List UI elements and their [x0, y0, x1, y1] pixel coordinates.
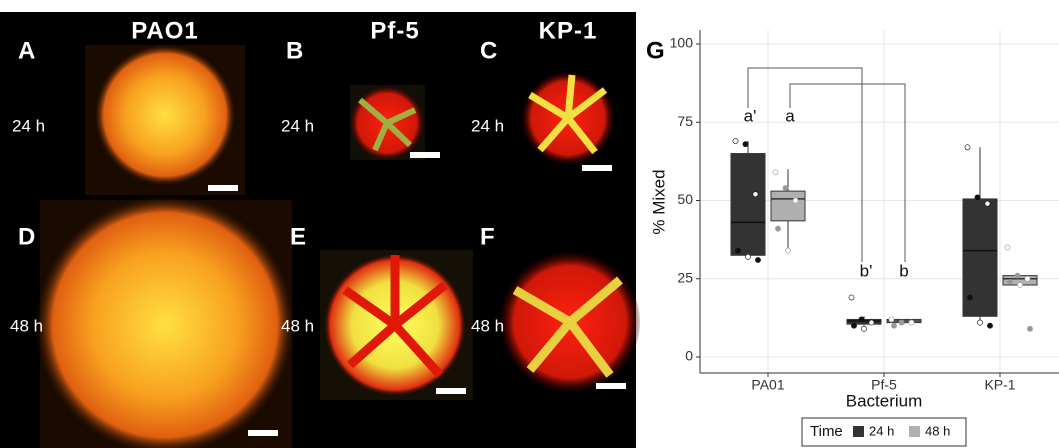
data-point	[987, 323, 992, 328]
legend-label: 48 h	[925, 423, 950, 438]
y-axis-title: % Mixed	[649, 169, 668, 234]
data-point	[1025, 276, 1030, 281]
legend-label: 24 h	[869, 423, 894, 438]
panel-letter: F	[480, 223, 495, 250]
data-point	[891, 323, 896, 328]
data-point	[975, 195, 980, 200]
row-label: 24 h	[471, 116, 504, 135]
data-point	[745, 254, 750, 259]
panel-letter: C	[480, 37, 497, 64]
column-header: KP-1	[539, 17, 598, 44]
data-point	[1015, 273, 1020, 278]
data-point	[735, 248, 740, 253]
x-tick-label: Pf-5	[871, 377, 897, 393]
panel-letter: A	[18, 37, 35, 64]
figure: PAO1 Pf-5 KP-1 A B C D E F 24 h 24 h 24 h 48 h 48 h 48…	[0, 0, 1059, 448]
data-point	[965, 145, 970, 150]
y-tick-label: 0	[685, 348, 693, 364]
annotation: b	[899, 261, 908, 280]
data-point	[889, 317, 894, 322]
data-point	[755, 257, 760, 262]
data-point	[753, 192, 758, 197]
page: {"panels": {"columns": ["PAO1", "Pf-5", …	[0, 0, 1059, 448]
legend-swatch	[853, 426, 864, 437]
colony-a	[93, 43, 237, 187]
data-point	[1027, 326, 1032, 331]
x-tick-label: KP-1	[984, 377, 1015, 393]
column-header: Pf-5	[370, 17, 419, 44]
y-tick-label: 100	[670, 35, 694, 51]
row-label: 48 h	[281, 316, 314, 335]
y-tick-label: 25	[677, 269, 693, 285]
panel-letter: G	[646, 37, 665, 64]
data-point	[851, 323, 856, 328]
legend-swatch	[909, 426, 920, 437]
data-point	[783, 185, 788, 190]
annotation: a	[785, 106, 795, 125]
x-axis-title: Bacterium	[846, 391, 923, 410]
panel-letter: E	[290, 223, 306, 250]
data-point	[743, 142, 748, 147]
row-label: 24 h	[281, 116, 314, 135]
annotation: a'	[744, 106, 757, 125]
x-tick-label: PA01	[751, 377, 784, 393]
data-point	[977, 320, 982, 325]
data-point	[773, 170, 778, 175]
y-tick-label: 75	[677, 113, 693, 129]
y-tick-label: 50	[677, 191, 693, 207]
legend: Time 24 h 48 h	[802, 418, 966, 446]
data-point	[733, 138, 738, 143]
data-point	[849, 295, 854, 300]
data-point	[967, 295, 972, 300]
column-header: PAO1	[131, 17, 199, 44]
data-point	[1005, 245, 1010, 250]
panel-letter: B	[286, 37, 303, 64]
colony-d	[33, 193, 297, 448]
data-point	[793, 198, 798, 203]
data-point	[1007, 279, 1012, 284]
data-point	[869, 320, 874, 325]
panel-letter: D	[18, 223, 35, 250]
data-point	[909, 320, 914, 325]
data-point	[861, 326, 866, 331]
data-point	[785, 248, 790, 253]
data-point	[899, 320, 904, 325]
box	[731, 154, 765, 256]
row-label: 48 h	[10, 316, 43, 335]
legend-title: Time	[810, 423, 843, 440]
annotation: b'	[860, 261, 873, 280]
data-point	[859, 317, 864, 322]
box	[771, 191, 805, 221]
data-point	[985, 201, 990, 206]
row-label: 48 h	[471, 316, 504, 335]
data-point	[1017, 282, 1022, 287]
row-label: 24 h	[12, 116, 45, 135]
data-point	[775, 226, 780, 231]
